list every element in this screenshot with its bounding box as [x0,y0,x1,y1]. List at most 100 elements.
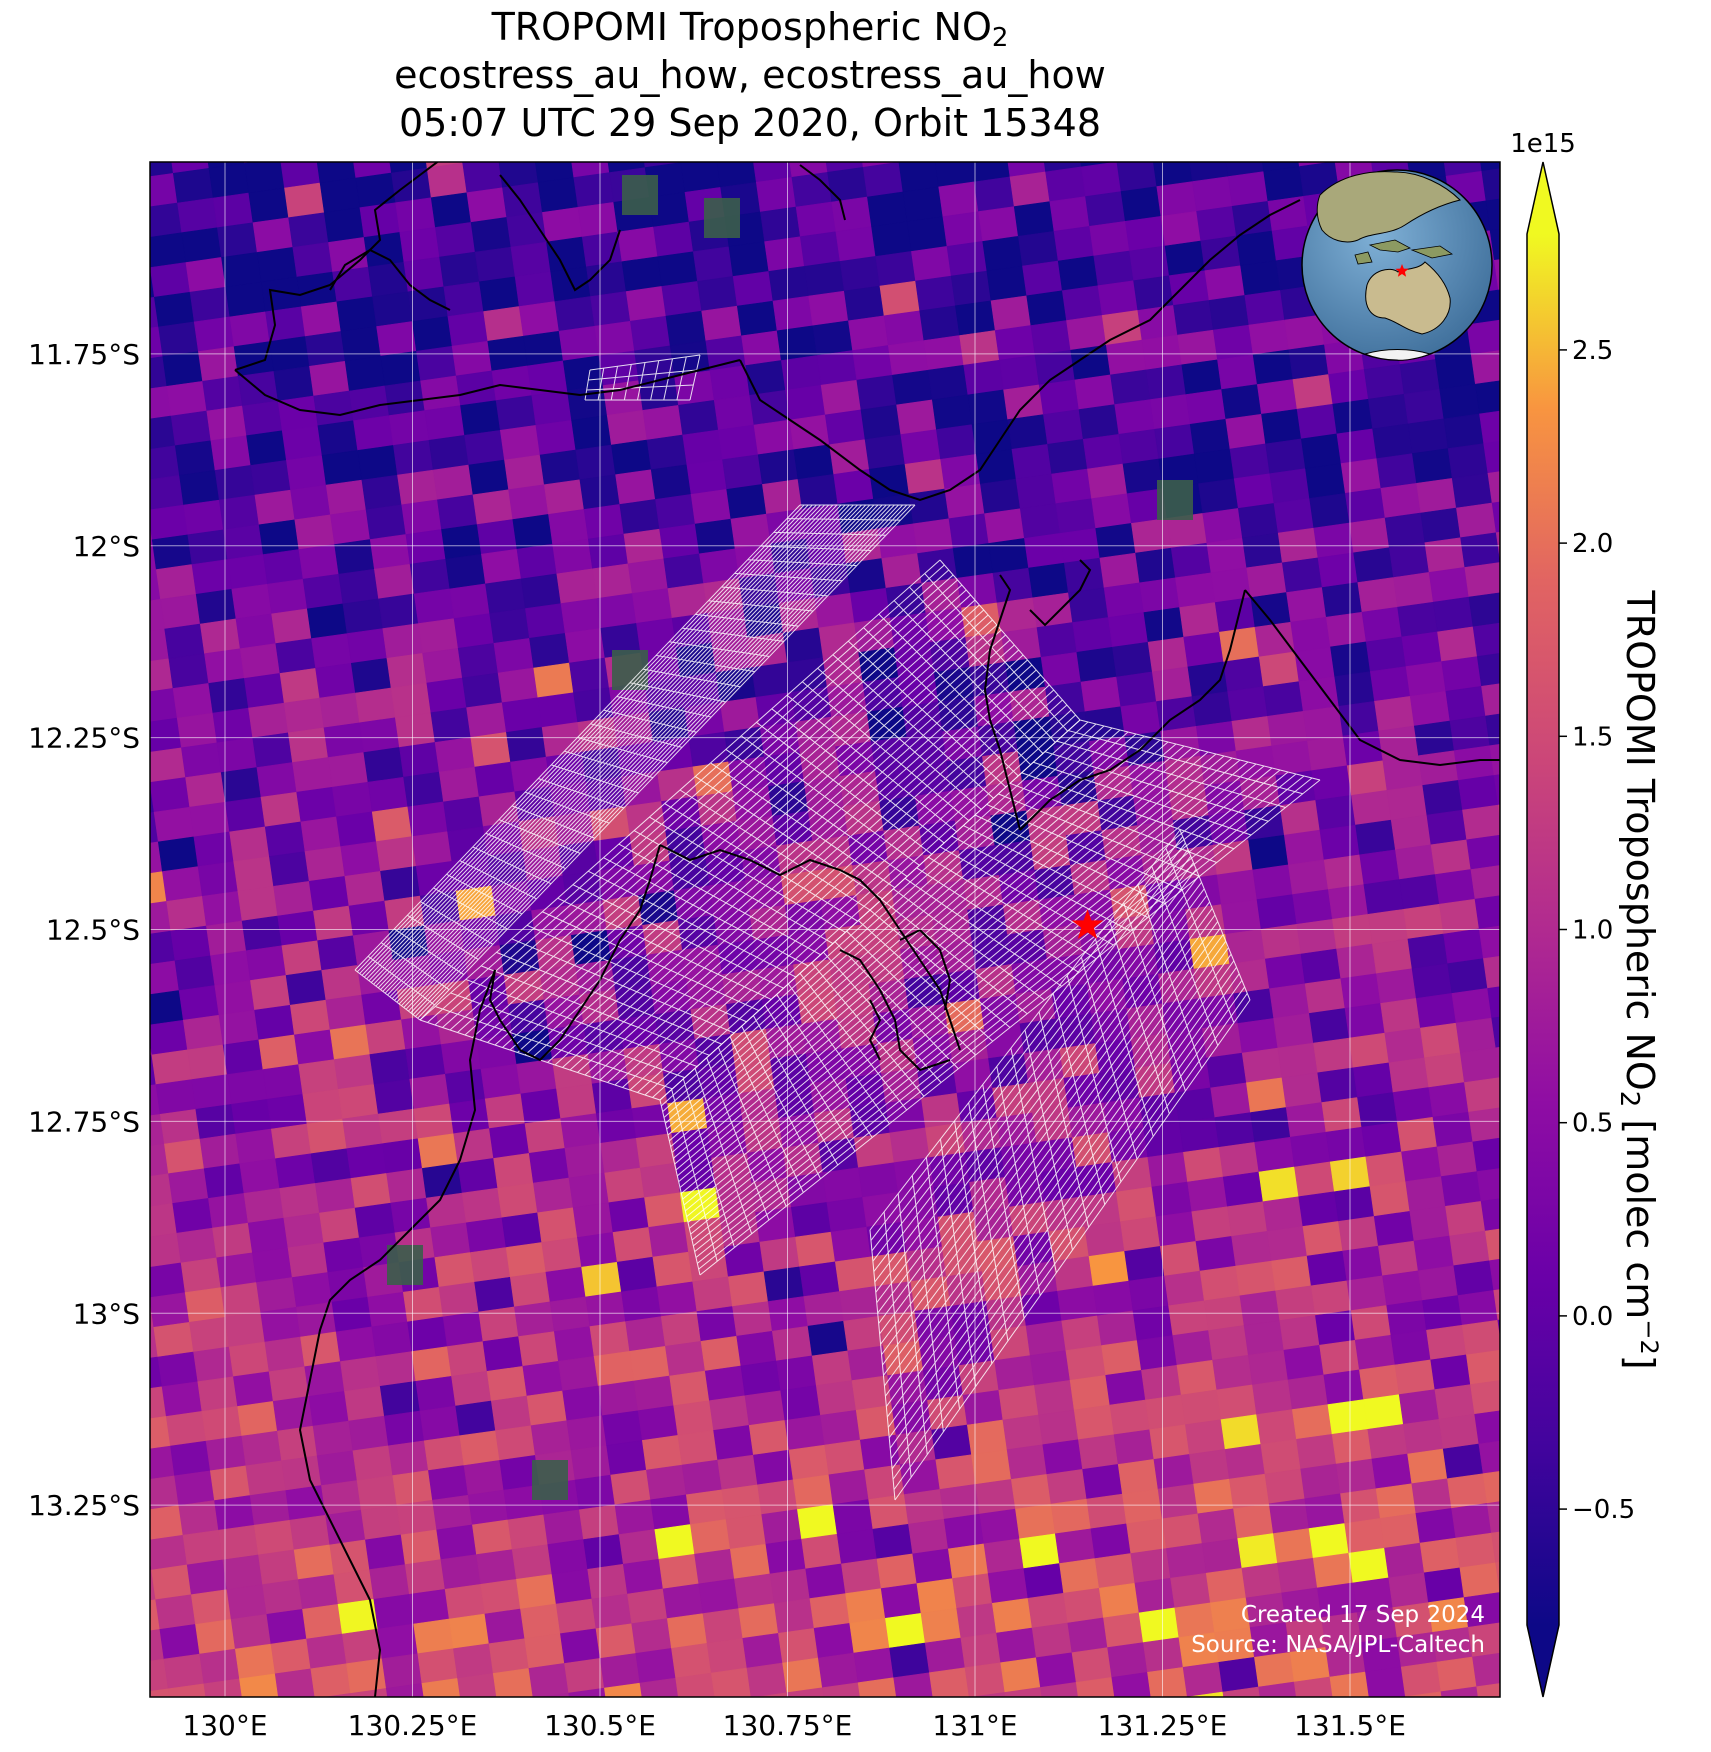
no2-pixel [1145,364,1187,400]
no2-pixel [1315,1310,1356,1346]
no2-pixel [1208,295,1250,331]
no2-pixel [381,1653,423,1689]
no2-pixel [725,1514,767,1550]
no2-pixel [93,1149,133,1184]
no2-pixel [1262,162,1300,172]
true-color-gap [532,1460,568,1500]
no2-pixel [340,326,382,362]
no2-pixel [220,767,262,803]
no2-pixel [426,677,467,714]
footprint-line [410,504,899,1014]
no2-pixel [1103,582,1145,618]
footprint-line [689,354,701,401]
no2-pixel [1271,740,1312,777]
no2-pixel [791,171,833,208]
no2-pixel [867,191,908,228]
no2-pixel [1080,162,1122,197]
no2-pixel [1451,472,1493,509]
coastline-segment [659,844,961,1051]
no2-pixel [1405,1176,1446,1212]
footprint-line [873,855,1192,1272]
no2-pixel [155,1594,196,1630]
no2-pixel [150,1173,174,1207]
no2-pixel [1438,112,1478,147]
no2-pixel [428,1465,469,1501]
no2-pixel [1312,1552,1354,1589]
no2-pixel [853,1132,895,1169]
no2-pixel [474,246,516,283]
no2-pixel [256,247,298,283]
no2-pixel [239,1673,279,1697]
no2-pixel [1331,1428,1373,1465]
no2-pixel [297,1574,339,1610]
longitude-tick-label: 130°E [182,1709,267,1742]
no2-pixel [908,1518,949,1555]
no2-pixel [1445,685,1486,722]
no2-pixel [1390,1329,1432,1366]
no2-pixel [1103,1612,1144,1648]
no2-pixel [464,429,505,466]
no2-pixel [150,1232,182,1268]
no2-pixel [363,747,404,783]
no2-pixel [1258,651,1300,687]
no2-pixel [577,1232,618,1268]
no2-pixel [150,445,180,480]
no2-pixel [658,1038,700,1075]
no2-pixel [520,573,562,609]
no2-pixel [1082,433,1124,470]
globe-land-asia [1316,171,1461,243]
no2-pixel [1139,577,1180,613]
no2-pixel [466,702,507,738]
no2-pixel [1046,953,1088,990]
no2-pixel [212,192,254,229]
no2-pixel [1071,1647,1113,1683]
no2-pixel [1097,1310,1138,1346]
no2-pixel [158,321,199,357]
no2-pixel [1224,1444,1266,1480]
no2-pixel [1405,661,1447,697]
no2-pixel [448,1613,490,1650]
no2-pixel [959,330,1000,366]
no2-pixel [776,1355,817,1392]
coastline-segment [488,844,661,1062]
no2-pixel [237,1401,278,1437]
no2-pixel [355,172,396,209]
no2-pixel [372,291,413,327]
no2-pixel [189,1316,230,1353]
no2-pixel [1418,750,1459,786]
no2-pixel [342,598,384,634]
no2-pixel [333,1054,375,1090]
no2-pixel [982,235,1023,272]
no2-pixel [222,1039,264,1075]
longitude-tick-label: 130.75°E [723,1709,853,1742]
no2-pixel [150,262,191,298]
no2-pixel [186,1559,228,1596]
no2-pixel [1142,1637,1184,1673]
no2-pixel [656,1281,698,1317]
no2-pixel [174,955,216,991]
no2-pixel [237,885,279,922]
no2-pixel [1057,1285,1098,1322]
no2-pixel [1082,1464,1123,1500]
no2-pixel [701,305,742,342]
no2-pixel [757,1479,798,1515]
no2-pixel [1424,1052,1465,1088]
no2-pixel [511,1544,553,1580]
no2-pixel [369,1564,410,1600]
no2-pixel [556,1083,597,1119]
no2-pixel [1456,502,1497,539]
no2-pixel [369,534,411,570]
no2-pixel [729,1543,771,1580]
no2-pixel [228,1341,270,1378]
no2-pixel [308,1391,350,1427]
no2-pixel [165,1411,207,1447]
no2-pixel [407,286,449,322]
no2-pixel [1489,228,1500,261]
no2-pixel [1061,1315,1102,1351]
no2-pixel [1411,1478,1452,1514]
no2-pixel [1173,300,1214,336]
footprint-line [678,747,1193,1183]
no2-pixel [1336,943,1377,980]
footprint-line [361,504,813,976]
no2-pixel [485,578,526,614]
